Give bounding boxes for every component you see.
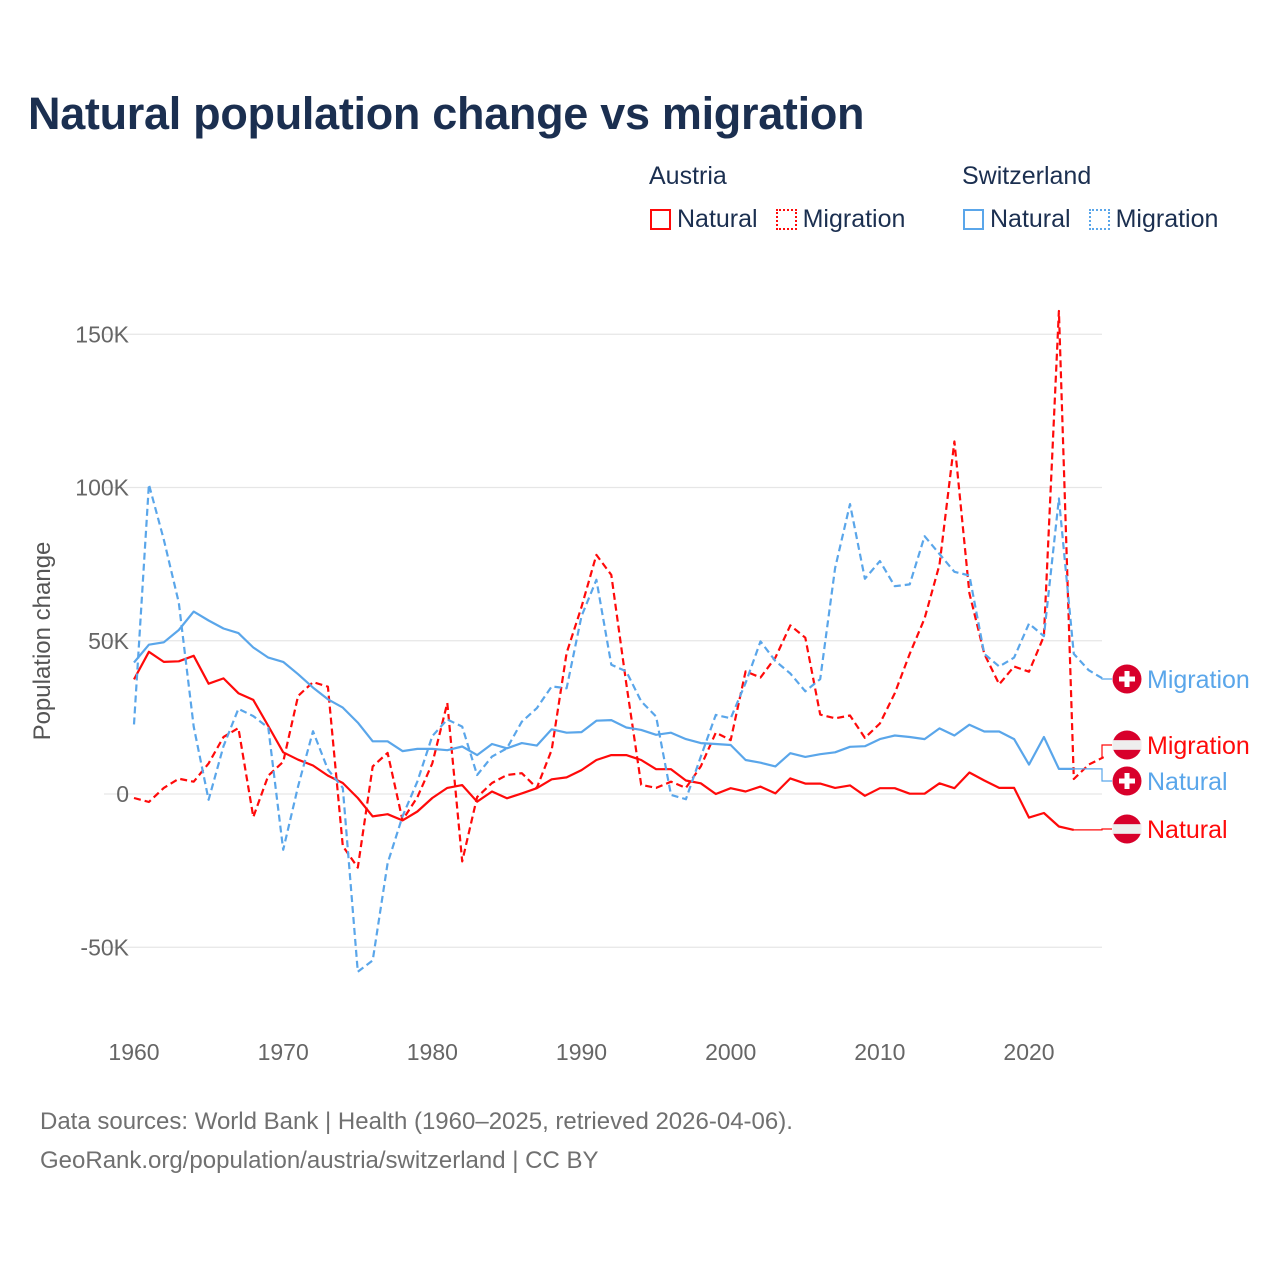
end-label-connector: [1101, 744, 1112, 758]
legend-item-switzerland-natural[interactable]: Natural: [963, 205, 1071, 234]
y-axis-label: Population change: [29, 542, 56, 741]
end-labels: Natural Migration Natural Migration: [1073, 664, 1250, 844]
x-tick-label: 2000: [705, 1039, 756, 1065]
series-line-switzerland-natural: [133, 610, 1074, 770]
end-label-connector: [1073, 768, 1112, 782]
x-tick-label: 1980: [407, 1039, 458, 1065]
y-tick-label: 50K: [88, 628, 130, 654]
y-tick-label: 0: [116, 781, 129, 807]
gridlines: [104, 333, 1102, 948]
legend-label: Migration: [802, 205, 906, 233]
legend-swatch-solid: [963, 209, 984, 230]
legend-switzerland: Natural Migration: [963, 205, 1218, 234]
legend-swatch-solid: [650, 209, 671, 230]
x-tick-label: 1970: [258, 1039, 309, 1065]
y-tick-label: 150K: [75, 321, 129, 347]
y-tick-label: 100K: [75, 475, 129, 501]
legend-swatch-dotted: [1088, 209, 1110, 230]
y-tick-label: -50K: [80, 934, 129, 960]
legend-item-austria-migration[interactable]: Migration: [775, 205, 906, 234]
legend-item-austria-natural[interactable]: Natural: [650, 205, 758, 234]
switzerland-flag-icon: [1112, 766, 1142, 796]
x-tick-label: 2010: [854, 1039, 905, 1065]
end-label: Migration: [1147, 732, 1250, 760]
legend-swatch-dotted: [775, 209, 797, 230]
austria-flag-icon: [1112, 730, 1142, 760]
x-tick-label: 1990: [556, 1039, 607, 1065]
end-label: Natural: [1147, 816, 1228, 844]
end-label-connector: [1073, 828, 1112, 831]
legend-item-switzerland-migration[interactable]: Migration: [1088, 205, 1219, 234]
legend-label: Migration: [1115, 205, 1219, 233]
series-line-switzerland-migration: [132, 483, 1105, 973]
source-note: Data sources: World Bank | Health (1960–…: [40, 1108, 793, 1135]
end-label: Natural: [1147, 768, 1228, 796]
end-label: Migration: [1147, 666, 1250, 694]
series-line-austria-natural: [133, 650, 1075, 831]
legend-group-switzerland: Switzerland: [962, 162, 1092, 190]
credit-link[interactable]: GeoRank.org/population/austria/switzerla…: [40, 1147, 599, 1174]
legend-label: Natural: [677, 205, 758, 233]
legend-group-austria: Austria: [649, 162, 727, 190]
series-line-austria-migration: [133, 309, 1105, 869]
chart-title: Natural population change vs migration: [28, 88, 865, 139]
x-tick-label: 2020: [1003, 1039, 1054, 1065]
y-axis-ticks: -50K 0 50K 100K 150K: [75, 321, 129, 960]
switzerland-flag-icon: [1112, 664, 1142, 694]
legend-austria: Natural Migration: [650, 205, 905, 234]
series-lines: [132, 309, 1105, 973]
austria-flag-icon: [1112, 814, 1142, 844]
x-tick-label: 1960: [108, 1039, 159, 1065]
legend-label: Natural: [990, 205, 1071, 233]
x-axis-ticks: 1960 1970 1980 1990 2000 2010 2020: [108, 1039, 1054, 1065]
